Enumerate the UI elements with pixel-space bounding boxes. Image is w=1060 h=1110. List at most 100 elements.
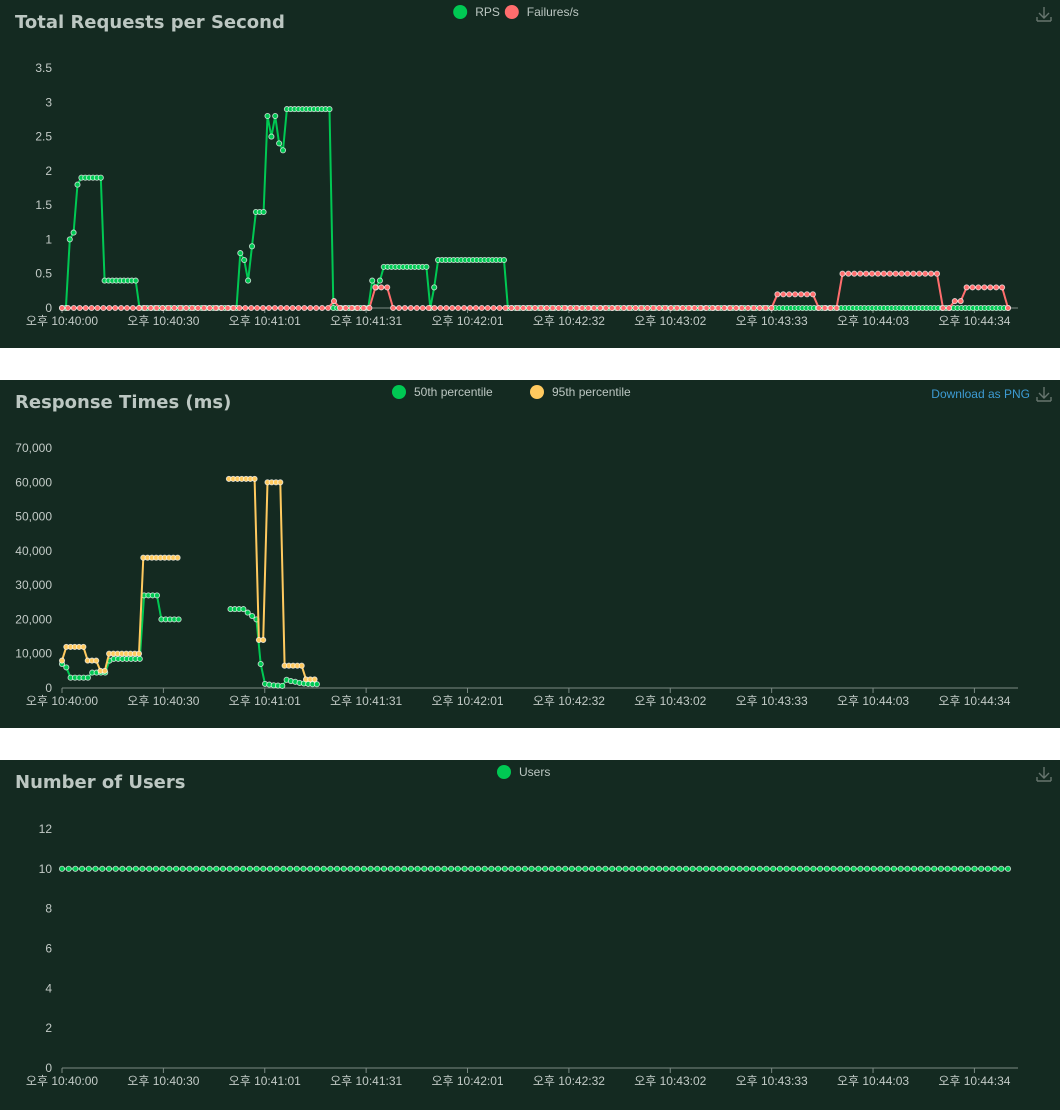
data-point[interactable] — [857, 270, 864, 277]
data-point[interactable] — [642, 865, 649, 872]
data-point[interactable] — [756, 304, 763, 312]
data-point[interactable] — [336, 304, 343, 312]
data-point[interactable] — [421, 865, 428, 872]
data-point[interactable] — [311, 676, 318, 683]
data-point[interactable] — [189, 304, 196, 312]
legend-label[interactable]: Failures/s — [527, 5, 579, 19]
data-point[interactable] — [662, 304, 669, 312]
data-point[interactable] — [206, 865, 213, 872]
data-point[interactable] — [135, 650, 143, 657]
data-point[interactable] — [246, 865, 253, 872]
data-point[interactable] — [448, 865, 455, 872]
data-point[interactable] — [76, 304, 83, 312]
legend-label[interactable]: 95th percentile — [552, 385, 631, 399]
data-point[interactable] — [437, 304, 444, 312]
data-point[interactable] — [174, 554, 181, 561]
data-point[interactable] — [325, 304, 332, 312]
data-point[interactable] — [535, 865, 542, 872]
data-point[interactable] — [468, 865, 475, 872]
data-point[interactable] — [92, 865, 99, 872]
data-point[interactable] — [975, 284, 982, 291]
data-point[interactable] — [159, 865, 166, 872]
data-point[interactable] — [58, 657, 66, 664]
data-point[interactable] — [595, 865, 602, 872]
data-point[interactable] — [810, 865, 817, 872]
data-point[interactable] — [372, 284, 379, 291]
data-point[interactable] — [579, 304, 586, 312]
data-point[interactable] — [123, 304, 131, 312]
data-point[interactable] — [749, 865, 757, 872]
data-point[interactable] — [360, 304, 367, 312]
data-point[interactable] — [330, 298, 338, 305]
data-point[interactable] — [951, 298, 958, 305]
data-point[interactable] — [248, 243, 256, 250]
data-point[interactable] — [951, 865, 958, 872]
data-point[interactable] — [280, 865, 287, 872]
data-point[interactable] — [74, 181, 81, 188]
data-point[interactable] — [112, 865, 119, 872]
data-point[interactable] — [326, 106, 333, 113]
data-point[interactable] — [528, 865, 535, 872]
data-point[interactable] — [70, 229, 77, 236]
download-icon[interactable] — [1036, 387, 1052, 402]
data-point[interactable] — [916, 270, 923, 277]
data-point[interactable] — [165, 304, 172, 312]
data-point[interactable] — [200, 304, 207, 312]
data-point[interactable] — [971, 865, 978, 872]
data-point[interactable] — [689, 865, 696, 872]
legend-marker[interactable] — [497, 765, 511, 779]
data-point[interactable] — [957, 298, 964, 305]
data-point[interactable] — [384, 284, 391, 291]
data-point[interactable] — [843, 865, 851, 872]
data-point[interactable] — [369, 277, 376, 284]
legend-label[interactable]: RPS — [475, 5, 500, 19]
data-point[interactable] — [455, 304, 462, 312]
data-point[interactable] — [585, 304, 592, 312]
data-point[interactable] — [434, 865, 441, 872]
data-point[interactable] — [66, 236, 73, 243]
data-point[interactable] — [515, 865, 522, 872]
data-point[interactable] — [526, 304, 533, 312]
data-point[interactable] — [656, 865, 663, 872]
data-point[interactable] — [602, 304, 610, 312]
data-point[interactable] — [466, 304, 474, 312]
data-point[interactable] — [58, 865, 66, 872]
data-point[interactable] — [868, 270, 876, 277]
legend-label[interactable]: 50th percentile — [414, 385, 493, 399]
data-point[interactable] — [969, 284, 976, 291]
data-point[interactable] — [608, 304, 615, 312]
data-point[interactable] — [135, 304, 142, 312]
data-point[interactable] — [863, 270, 870, 277]
data-point[interactable] — [821, 304, 828, 312]
data-point[interactable] — [823, 865, 830, 872]
data-point[interactable] — [999, 284, 1006, 291]
data-point[interactable] — [898, 270, 905, 277]
data-point[interactable] — [152, 865, 159, 872]
data-point[interactable] — [837, 865, 844, 872]
data-point[interactable] — [118, 304, 125, 312]
data-point[interactable] — [72, 865, 79, 872]
data-point[interactable] — [562, 865, 569, 872]
data-point[interactable] — [84, 674, 91, 681]
data-point[interactable] — [64, 304, 71, 312]
data-point[interactable] — [723, 865, 730, 872]
data-point[interactable] — [488, 865, 495, 872]
data-point[interactable] — [944, 865, 951, 872]
data-point[interactable] — [520, 304, 527, 312]
data-point[interactable] — [609, 865, 616, 872]
data-point[interactable] — [963, 284, 970, 291]
data-point[interactable] — [265, 304, 272, 312]
data-point[interactable] — [729, 865, 736, 872]
data-point[interactable] — [293, 865, 300, 872]
data-point[interactable] — [100, 304, 107, 312]
data-point[interactable] — [334, 865, 341, 872]
download-icon[interactable] — [1036, 7, 1052, 22]
data-point[interactable] — [803, 865, 810, 872]
data-point[interactable] — [911, 865, 918, 872]
data-point[interactable] — [173, 865, 180, 872]
legend-marker[interactable] — [530, 385, 544, 399]
data-point[interactable] — [319, 304, 326, 312]
data-point[interactable] — [543, 304, 550, 312]
data-point[interactable] — [94, 304, 101, 312]
data-point[interactable] — [676, 865, 683, 872]
